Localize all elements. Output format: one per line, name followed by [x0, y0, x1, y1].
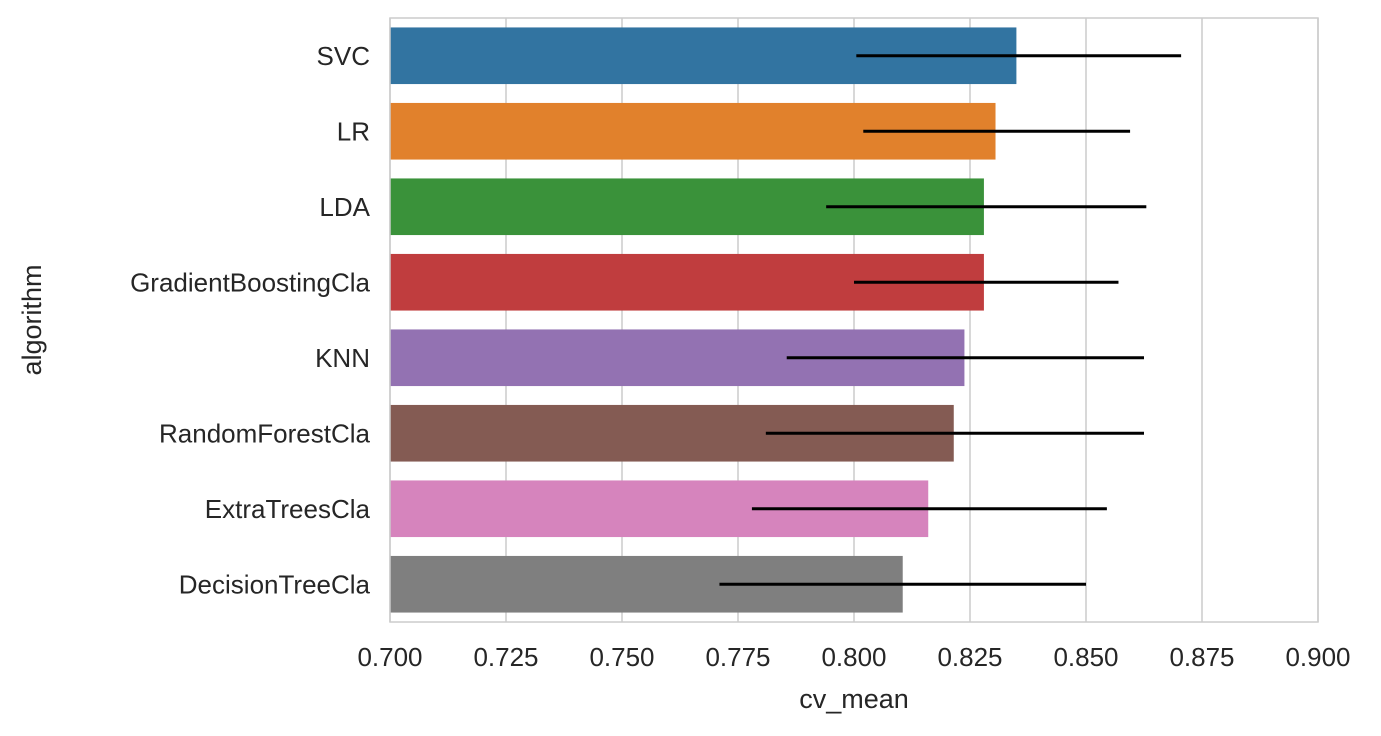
- y-tick-labels: SVC LR LDA GradientBoostingCla KNN RandomFore…: [130, 41, 371, 600]
- x-tick-label: 0.900: [1285, 642, 1350, 672]
- y-axis-label: algorithm: [17, 264, 47, 375]
- x-tick-label: 0.750: [589, 642, 654, 672]
- y-tick-label: ExtraTreesCla: [205, 494, 371, 524]
- x-tick-label: 0.825: [937, 642, 1002, 672]
- error-bars: [719, 54, 1182, 586]
- bars: [390, 27, 1017, 613]
- x-tick-label: 0.850: [1053, 642, 1118, 672]
- y-tick-label: GradientBoostingCla: [130, 267, 370, 297]
- y-tick-label: SVC: [317, 41, 370, 71]
- x-tick-label: 0.775: [705, 642, 770, 672]
- y-tick-label: LDA: [319, 192, 370, 222]
- y-tick-label: LR: [337, 116, 370, 146]
- plot-frame: [389, 17, 1319, 623]
- y-tick-label: DecisionTreeCla: [179, 569, 371, 599]
- x-tick-label: 0.725: [473, 642, 538, 672]
- x-tick-label: 0.800: [821, 642, 886, 672]
- x-axis-label: cv_mean: [799, 684, 909, 714]
- y-tick-label: KNN: [315, 343, 370, 373]
- y-tick-label: RandomForestCla: [159, 418, 371, 448]
- x-tick-label: 0.875: [1169, 642, 1234, 672]
- x-tick-labels: 0.700 0.725 0.750 0.775 0.800 0.825 0.850 0.875…: [357, 642, 1350, 672]
- x-tick-label: 0.700: [357, 642, 422, 672]
